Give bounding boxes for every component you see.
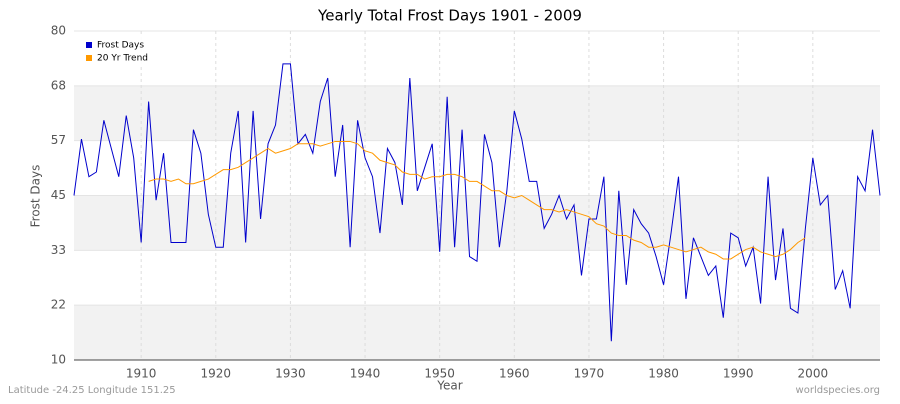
- legend-box: [80, 37, 172, 67]
- x-tick-label: 1940: [350, 367, 381, 381]
- x-axis-label: Year: [436, 379, 462, 393]
- data-line: [148, 140, 806, 260]
- footer-left: Latitude -24.25 Longitude 151.25: [8, 385, 176, 396]
- legend-swatch: [86, 55, 92, 61]
- x-tick-label: 1960: [499, 367, 530, 381]
- x-tick-label: 1980: [648, 367, 679, 381]
- x-tick-label: 1990: [723, 367, 754, 381]
- y-tick-label: 10: [51, 353, 66, 367]
- y-axis-label: Frost Days: [29, 165, 43, 228]
- grid-band: [74, 195, 880, 251]
- x-tick-label: 1950: [424, 367, 455, 381]
- x-tick-label: 2000: [798, 367, 829, 381]
- y-tick-label: 33: [51, 243, 66, 257]
- data-line: [73, 63, 881, 342]
- legend-label: 20 Yr Trend: [97, 54, 148, 64]
- x-tick-label: 1910: [126, 367, 157, 381]
- y-tick-label: 57: [51, 133, 66, 147]
- grid-band: [74, 85, 880, 141]
- y-tick-label: 22: [51, 298, 66, 312]
- x-tick-label: 1920: [201, 367, 232, 381]
- x-tick-label: 1930: [275, 367, 306, 381]
- y-tick-label: 80: [51, 24, 66, 38]
- grid-band: [74, 305, 880, 360]
- chart-title: Yearly Total Frost Days 1901 - 2009: [317, 7, 582, 25]
- legend-swatch: [86, 42, 92, 48]
- footer-right: worldspecies.org: [796, 385, 880, 396]
- x-tick-label: 1970: [574, 367, 605, 381]
- legend-label: Frost Days: [97, 41, 144, 51]
- y-tick-label: 45: [51, 188, 66, 202]
- y-tick-label: 68: [51, 78, 66, 92]
